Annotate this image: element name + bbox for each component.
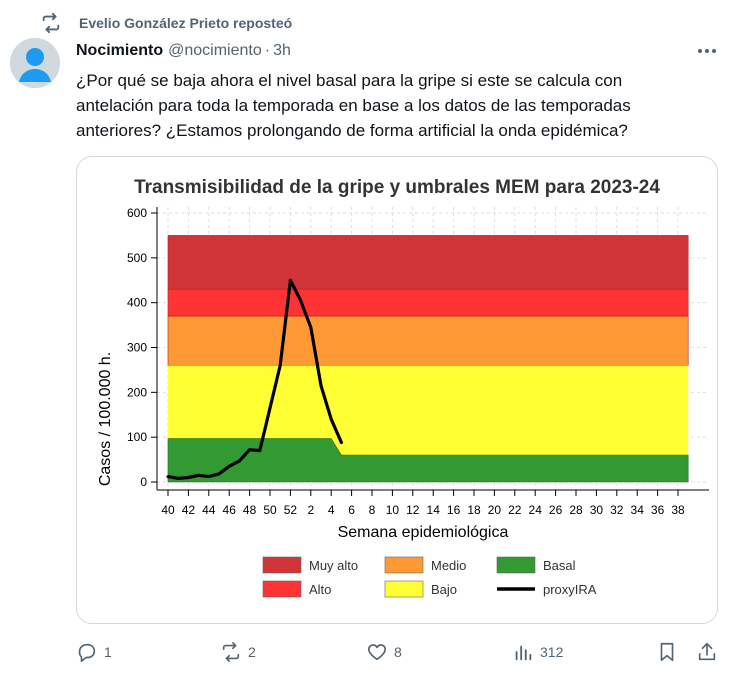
repost-button[interactable]: 2 [220, 638, 256, 666]
x-tick-label: 46 [223, 503, 237, 517]
bookmark-button[interactable] [656, 638, 678, 666]
tweet-header: Nocimiento @nocimiento · 3h [76, 40, 291, 62]
legend-swatch [262, 580, 302, 598]
like-count: 8 [394, 644, 402, 660]
y-tick-label: 200 [127, 385, 147, 399]
action-bar: 1 2 8 312 [76, 638, 720, 666]
x-tick-label: 6 [348, 503, 355, 517]
x-tick-label: 10 [386, 503, 400, 517]
x-tick-label: 20 [488, 503, 502, 517]
views-icon [515, 645, 532, 661]
band-basal [167, 438, 689, 483]
legend-label: Basal [543, 558, 576, 573]
reply-icon [78, 643, 96, 662]
x-tick-label: 36 [651, 503, 665, 517]
y-tick-label: 300 [127, 341, 147, 355]
more-options-button[interactable] [694, 40, 720, 62]
tweet-text: ¿Por qué se baja ahora el nivel basal pa… [76, 68, 716, 143]
x-tick-label: 8 [369, 503, 376, 517]
legend-swatch [384, 580, 424, 598]
x-axis-label: Semana epidemiológica [338, 524, 509, 541]
share-button[interactable] [696, 638, 718, 666]
legend: Muy alto Medio Basal Alto Bajo proxyIRA [262, 556, 597, 598]
x-tick-label: 14 [427, 503, 441, 517]
avatar[interactable] [10, 38, 60, 88]
repost-indicator: Evelio González Prieto reposteó [40, 12, 292, 34]
x-tick-label: 2 [307, 503, 314, 517]
heart-icon [367, 644, 387, 661]
x-tick-label: 24 [529, 503, 543, 517]
band-alto [167, 288, 689, 317]
legend-label: Muy alto [309, 558, 358, 573]
legend-swatch [496, 556, 536, 574]
y-tick-label: 600 [127, 206, 147, 220]
band-medio [167, 315, 689, 366]
y-tick-label: 400 [127, 296, 147, 310]
legend-label: Medio [431, 558, 466, 573]
legend-label: Alto [309, 582, 331, 597]
default-avatar-icon [10, 38, 60, 88]
repost-count: 2 [248, 644, 256, 660]
legend-label: Bajo [431, 582, 457, 597]
author-handle[interactable]: @nocimiento [168, 42, 262, 59]
x-tick-label: 30 [590, 503, 604, 517]
threshold-bands [167, 235, 689, 483]
proxyira-line [166, 278, 343, 480]
y-tick-label: 500 [127, 251, 147, 265]
bookmark-icon [660, 642, 674, 662]
repost-text[interactable]: Evelio González Prieto reposteó [79, 15, 293, 31]
reply-count: 1 [104, 644, 112, 660]
y-tick-label: 0 [140, 475, 147, 489]
more-icon [698, 49, 716, 53]
x-tick-label: 42 [182, 503, 196, 517]
legend-swatch [262, 556, 302, 574]
x-tick-label: 48 [243, 503, 257, 517]
author-name[interactable]: Nocimiento [76, 42, 164, 59]
x-tick-label: 16 [447, 503, 461, 517]
legend-swatch [384, 556, 424, 574]
y-tick-label: 100 [127, 430, 147, 444]
chart-title: Transmisibilidad de la gripe y umbrales … [134, 177, 660, 198]
x-tick-label: 4 [328, 503, 335, 517]
reply-button[interactable]: 1 [76, 638, 112, 666]
tweet-text-line: anteriores? ¿Estamos prolongando de form… [76, 121, 628, 140]
x-tick-label: 26 [549, 503, 563, 517]
separator-dot: · [264, 42, 271, 59]
like-button[interactable]: 8 [366, 638, 402, 666]
x-tick-label: 12 [406, 503, 420, 517]
flu-chart: Transmisibilidad de la gripe y umbrales … [77, 157, 717, 623]
band-bajo [168, 365, 689, 456]
legend-label: proxyIRA [543, 582, 597, 597]
x-tick-label: 52 [284, 503, 298, 517]
x-tick-label: 40 [161, 503, 175, 517]
y-axis-label: Casos / 100.000 h. [97, 352, 114, 486]
x-tick-label: 50 [263, 503, 277, 517]
x-tick-label: 44 [202, 503, 216, 517]
tweet-text-line: ¿Por qué se baja ahora el nivel basal pa… [76, 71, 623, 90]
x-tick-label: 18 [467, 503, 481, 517]
media-image[interactable]: Transmisibilidad de la gripe y umbrales … [76, 156, 718, 624]
views-count: 312 [540, 644, 564, 660]
repost-icon [42, 12, 60, 34]
proxyira-line-group [166, 278, 343, 480]
tweet-text-line: antelación para toda la temporada en bas… [76, 96, 631, 115]
x-tick-label: 32 [610, 503, 624, 517]
x-tick-label: 22 [508, 503, 522, 517]
tweet-time[interactable]: 3h [273, 42, 291, 59]
band-muy-alto [167, 235, 689, 290]
views-button[interactable]: 312 [512, 638, 563, 666]
x-tick-label: 34 [631, 503, 645, 517]
share-icon [698, 642, 716, 661]
repost-icon [222, 642, 240, 662]
x-tick-label: 28 [569, 503, 583, 517]
x-tick-label: 38 [671, 503, 685, 517]
